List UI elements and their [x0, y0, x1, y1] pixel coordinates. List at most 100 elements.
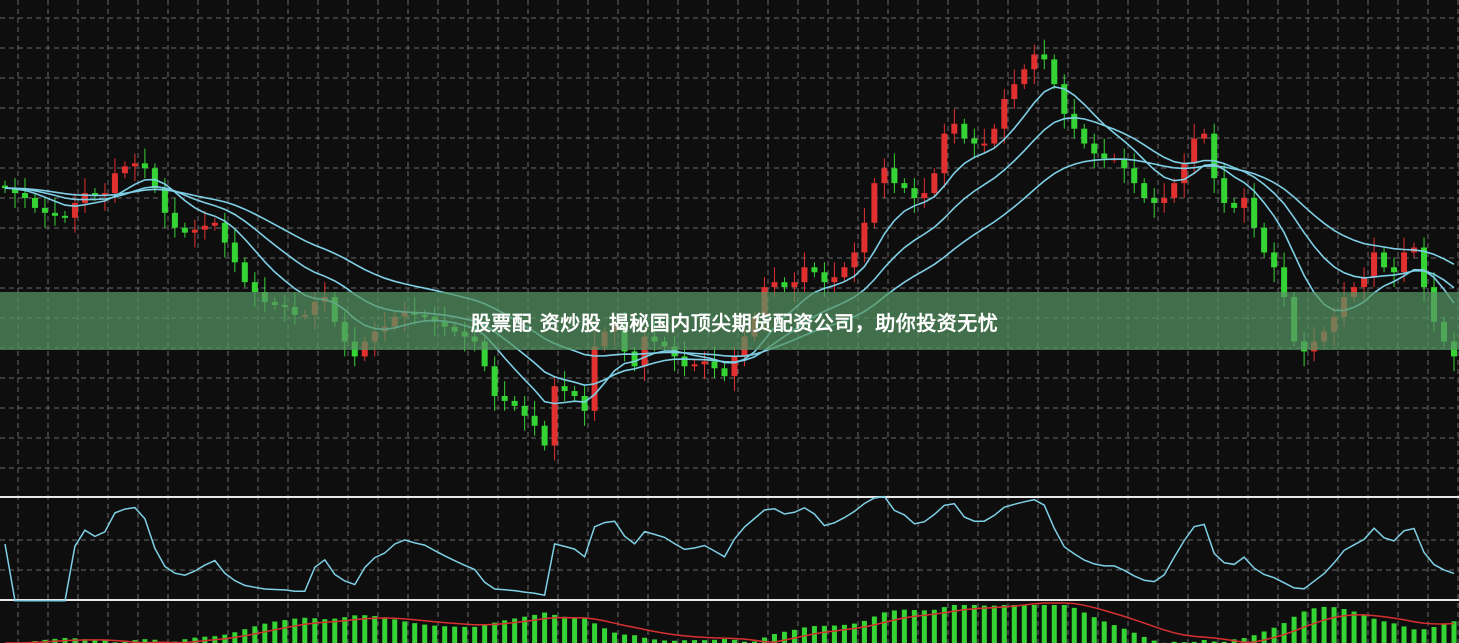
candle-up	[191, 229, 198, 233]
macd-bar	[1431, 627, 1437, 643]
macd-bar	[522, 616, 528, 643]
macd-bar	[741, 641, 747, 643]
macd-bar	[562, 616, 568, 643]
candle-down	[681, 356, 688, 367]
macd-bar	[1291, 616, 1297, 643]
candle-down	[61, 215, 68, 218]
macd-bar	[402, 621, 408, 643]
candle-down	[1051, 59, 1058, 85]
macd-bar	[871, 616, 877, 643]
candle-down	[251, 282, 258, 293]
macd-bar	[382, 617, 388, 643]
macd-bar	[642, 637, 648, 643]
candle-up	[81, 193, 88, 203]
candle-up	[801, 267, 808, 283]
macd-bar	[1391, 623, 1397, 643]
macd-bar	[142, 639, 148, 643]
macd-bar	[1311, 608, 1317, 643]
macd-bar	[482, 625, 488, 643]
macd-bar	[662, 640, 668, 643]
candle-down	[11, 188, 18, 194]
macd-bar	[941, 607, 947, 643]
macd-bar	[1361, 614, 1367, 643]
macd-bar	[512, 618, 518, 643]
macd-bar	[542, 612, 548, 643]
macd-bar	[1451, 621, 1457, 643]
candle-up	[841, 267, 848, 278]
candle-down	[1141, 183, 1148, 198]
candle-down	[21, 193, 28, 198]
candle-down	[541, 425, 548, 446]
macd-bar	[731, 639, 737, 643]
macd-bar	[442, 626, 448, 643]
macd-bar	[1121, 628, 1127, 643]
candle-up	[1371, 252, 1378, 278]
candle-down	[1151, 198, 1158, 203]
candle-down	[151, 168, 158, 189]
candle-up	[691, 364, 698, 367]
candle-up	[1001, 99, 1008, 129]
macd-bar	[602, 628, 608, 643]
candle-down	[1381, 252, 1388, 268]
macd-bar	[781, 631, 787, 643]
macd-bar	[612, 632, 618, 643]
macd-bar	[182, 639, 188, 643]
candle-down	[181, 227, 188, 233]
macd-bar	[1051, 605, 1057, 643]
macd-bar	[82, 639, 88, 643]
candle-up	[121, 166, 128, 174]
candle-up	[1181, 163, 1188, 184]
candle-up	[701, 361, 708, 365]
macd-bar	[1421, 629, 1427, 643]
macd-bar	[702, 640, 708, 643]
macd-bar	[1041, 605, 1047, 643]
candle-up	[591, 346, 598, 411]
macd-bar	[92, 639, 98, 643]
candle-down	[141, 163, 148, 169]
macd-bar	[1331, 607, 1337, 643]
macd-bar	[1241, 638, 1247, 643]
candle-up	[1361, 277, 1368, 288]
candle-up	[71, 202, 78, 218]
macd-bar	[672, 640, 678, 643]
macd-bar	[392, 619, 398, 643]
candle-down	[1421, 247, 1428, 288]
candle-down	[241, 262, 248, 283]
macd-bar	[971, 605, 977, 643]
macd-bar	[881, 612, 887, 643]
macd-bar	[492, 622, 498, 643]
macd-bar	[1271, 627, 1277, 643]
macd-bar	[692, 640, 698, 643]
macd-bar	[192, 637, 198, 643]
macd-bar	[1021, 605, 1027, 643]
macd-bar	[632, 635, 638, 643]
macd-bar	[712, 639, 718, 643]
candle-up	[1171, 183, 1178, 198]
candle-up	[991, 128, 998, 144]
macd-bar	[452, 626, 458, 643]
macd-bar	[1211, 641, 1217, 643]
macd-bar	[532, 614, 538, 643]
candle-down	[491, 366, 498, 396]
candle-down	[581, 396, 588, 411]
candle-up	[1021, 69, 1028, 85]
macd-bar	[1171, 641, 1177, 643]
candle-down	[821, 272, 828, 283]
candle-down	[631, 351, 638, 367]
candle-down	[901, 183, 908, 189]
candle-up	[791, 282, 798, 288]
macd-bar	[622, 634, 628, 643]
candle-down	[1091, 143, 1098, 154]
macd-bar	[901, 609, 907, 643]
macd-bar	[152, 639, 158, 643]
macd-bar	[552, 614, 558, 643]
candle-up	[1161, 198, 1168, 203]
candle-down	[481, 341, 488, 367]
macd-bar	[122, 641, 128, 643]
candle-down	[561, 386, 568, 392]
banner-text: 股票配 资炒股 揭秘国内顶尖期货配资公司，助你投资无忧	[470, 310, 999, 335]
candle-down	[1081, 128, 1088, 144]
candle-down	[571, 391, 578, 396]
candle-down	[1071, 113, 1078, 129]
